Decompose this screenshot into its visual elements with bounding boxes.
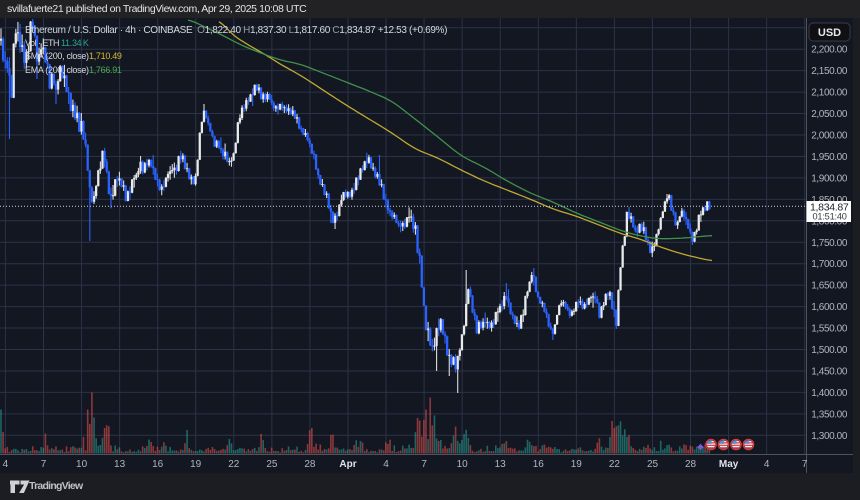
svg-text:4: 4 — [383, 459, 389, 470]
svg-text:1,850.00: 1,850.00 — [811, 195, 848, 206]
svg-text:28: 28 — [304, 459, 316, 470]
svg-text:1,350.00: 1,350.00 — [811, 409, 848, 420]
svg-text:4: 4 — [3, 459, 9, 470]
svg-text:1,700.00: 1,700.00 — [811, 259, 848, 270]
svg-text:1,650.00: 1,650.00 — [811, 281, 848, 292]
svg-text:1,600.00: 1,600.00 — [811, 302, 848, 313]
svg-text:7: 7 — [802, 459, 808, 470]
svg-text:4: 4 — [764, 459, 770, 470]
svg-text:19: 19 — [571, 459, 583, 470]
svg-text:22: 22 — [609, 459, 621, 470]
svg-text:25: 25 — [266, 459, 278, 470]
svg-text:1,500.00: 1,500.00 — [811, 345, 848, 356]
svg-text:1,300.00: 1,300.00 — [811, 431, 848, 442]
svg-text:25: 25 — [647, 459, 659, 470]
svg-text:2,000.00: 2,000.00 — [811, 131, 848, 142]
svg-text:13: 13 — [495, 459, 507, 470]
svg-text:7: 7 — [421, 459, 427, 470]
svg-text:USD: USD — [818, 27, 841, 39]
svg-text:1,750.00: 1,750.00 — [811, 238, 848, 249]
svg-text:2,200.00: 2,200.00 — [811, 45, 848, 56]
svg-text:1,550.00: 1,550.00 — [811, 324, 848, 335]
svg-text:16: 16 — [152, 459, 164, 470]
svg-text:22: 22 — [228, 459, 240, 470]
svg-text:28: 28 — [685, 459, 697, 470]
svg-text:1,834.87: 1,834.87 — [810, 202, 849, 214]
svg-text:Apr: Apr — [339, 459, 356, 470]
svg-text:01:51:40: 01:51:40 — [813, 212, 847, 222]
svg-text:2,050.00: 2,050.00 — [811, 109, 848, 120]
svg-text:19: 19 — [190, 459, 202, 470]
svg-text:1,900.00: 1,900.00 — [811, 173, 848, 184]
svg-text:May: May — [719, 459, 739, 470]
svg-text:16: 16 — [533, 459, 545, 470]
svg-text:1,950.00: 1,950.00 — [811, 152, 848, 163]
svg-text:2,150.00: 2,150.00 — [811, 66, 848, 77]
svg-text:7: 7 — [41, 459, 47, 470]
svg-text:1,400.00: 1,400.00 — [811, 388, 848, 399]
svg-text:1,450.00: 1,450.00 — [811, 366, 848, 377]
svg-text:10: 10 — [457, 459, 469, 470]
svg-text:13: 13 — [114, 459, 126, 470]
svg-text:10: 10 — [76, 459, 88, 470]
svg-text:2,100.00: 2,100.00 — [811, 88, 848, 99]
